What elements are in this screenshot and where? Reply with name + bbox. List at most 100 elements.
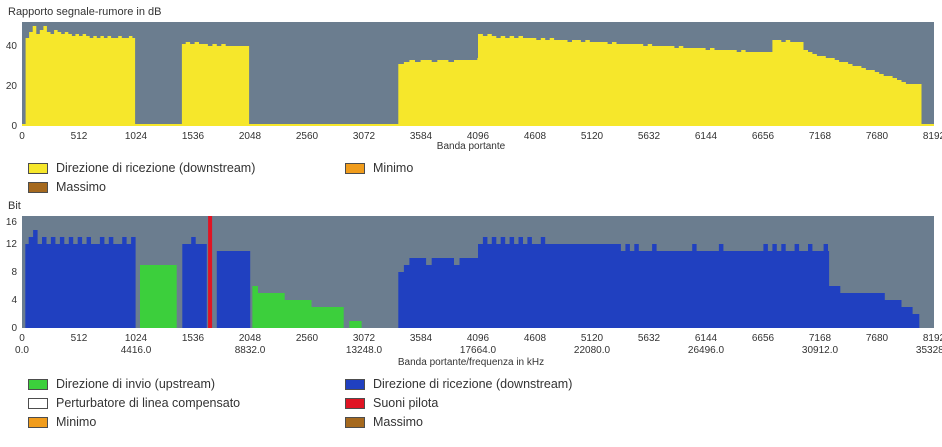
bits-x-axis-label: Banda portante/frequenza in kHz — [397, 357, 545, 368]
y-tick-label: 0 — [11, 323, 17, 334]
legend-label: Direzione di invio (upstream) — [56, 377, 216, 391]
legend-label: Minimo — [373, 161, 414, 175]
legend-swatch — [345, 397, 365, 409]
legend-swatch — [28, 416, 48, 428]
x-tick-label: 1024 — [125, 333, 148, 344]
x-tick-label: 7168 — [809, 333, 832, 344]
legend-item: Massimo — [345, 415, 942, 429]
x-tick-label: 2048 — [239, 333, 262, 344]
snr-x-axis-label: Banda portante — [436, 141, 506, 152]
x-tick-label: 5120 — [581, 131, 604, 142]
x-tick-label: 6144 — [695, 131, 718, 142]
x-tick-frequency-label: 4416.0 — [121, 345, 152, 356]
bits-chart-canvas: 0 4 8 12 16 0 512 1024 1536 2048 2560 3072 3584 4096 4… — [6, 216, 942, 356]
x-tick-frequency-label: 17664.0 — [460, 345, 497, 356]
bits-chart-title: Bit — [8, 200, 21, 212]
x-tick-label: 4608 — [524, 131, 547, 142]
series-area — [349, 321, 362, 328]
legend-label: Minimo — [56, 415, 97, 429]
x-tick-frequency-label: 8832.0 — [235, 345, 266, 356]
legend-label: Massimo — [56, 180, 107, 194]
x-tick-label: 5632 — [638, 333, 661, 344]
bits-chart-section: Bit 0 4 8 12 16 0 512 1024 1536 2048 2560 3072 3584 4… — [0, 200, 942, 429]
x-tick-frequency-label: 35328.0 — [916, 345, 942, 356]
series-area — [182, 237, 207, 328]
x-tick-label: 2560 — [296, 131, 319, 142]
series-area — [398, 237, 920, 328]
snr-legend: Direzione di ricezione (downstream) Minim… — [28, 161, 942, 194]
x-tick-label: 2048 — [239, 131, 262, 142]
x-tick-label: 6656 — [752, 131, 775, 142]
x-tick-frequency-label: 26496.0 — [688, 345, 725, 356]
x-tick-label: 6656 — [752, 333, 775, 344]
snr-chart-canvas: 0 20 40 0 512 1024 1536 2048 2560 3072 3584 4096 460… — [6, 22, 942, 142]
y-tick-label: 4 — [11, 295, 17, 306]
snr-chart-section: Rapporto segnale-rumore in dB 0 20 40 0 512 1… — [0, 6, 942, 194]
legend-swatch — [28, 162, 48, 174]
x-tick-label: 0 — [19, 333, 25, 344]
x-tick-label: 7680 — [866, 131, 889, 142]
y-tick-label: 12 — [6, 239, 18, 250]
x-tick-label: 7168 — [809, 131, 832, 142]
x-tick-label: 7680 — [866, 333, 889, 344]
x-tick-label: 8192 — [923, 131, 942, 142]
pilot-tone-marker — [208, 216, 213, 328]
x-tick-label: 512 — [71, 333, 88, 344]
x-tick-frequency-label: 30912.0 — [802, 345, 839, 356]
x-tick-label: 3584 — [410, 131, 433, 142]
series-area — [181, 42, 250, 126]
legend-item: Direzione di ricezione (downstream) — [28, 161, 345, 175]
legend-swatch — [345, 378, 365, 390]
series-area — [25, 26, 136, 126]
x-tick-label: 0 — [19, 131, 25, 142]
x-tick-label: 4096 — [467, 333, 490, 344]
x-tick-label: 1536 — [182, 131, 205, 142]
x-tick-label: 1024 — [125, 131, 148, 142]
legend-swatch — [345, 162, 365, 174]
y-tick-label: 0 — [11, 121, 17, 132]
y-tick-label: 8 — [11, 267, 17, 278]
x-tick-frequency-label: 0.0 — [15, 345, 29, 356]
legend-swatch — [28, 397, 48, 409]
x-tick-label: 2560 — [296, 333, 319, 344]
series-area — [140, 265, 177, 328]
x-tick-label: 4608 — [524, 333, 547, 344]
y-tick-label: 20 — [6, 81, 18, 92]
x-tick-label: 3072 — [353, 131, 376, 142]
x-tick-label: 3072 — [353, 333, 376, 344]
legend-swatch — [28, 181, 48, 193]
legend-label: Massimo — [373, 415, 424, 429]
legend-item: Direzione di ricezione (downstream) — [345, 377, 942, 391]
series-area — [216, 251, 251, 328]
legend-item: Suoni pilota — [345, 396, 942, 410]
bits-legend: Direzione di invio (upstream) Direzione d… — [28, 377, 942, 429]
x-tick-label: 5120 — [581, 333, 604, 344]
legend-swatch — [28, 378, 48, 390]
x-tick-label: 5632 — [638, 131, 661, 142]
x-tick-frequency-label: 13248.0 — [346, 345, 383, 356]
legend-item: Direzione di invio (upstream) — [28, 377, 345, 391]
x-tick-label: 3584 — [410, 333, 433, 344]
snr-chart-title: Rapporto segnale-rumore in dB — [8, 6, 162, 18]
legend-item: Minimo — [28, 415, 345, 429]
legend-swatch — [345, 416, 365, 428]
series-area — [398, 34, 922, 126]
legend-label: Perturbatore di linea compensato — [56, 396, 241, 410]
legend-item: Minimo — [345, 161, 942, 175]
legend-label: Direzione di ricezione (downstream) — [56, 161, 256, 175]
legend-label: Suoni pilota — [373, 396, 439, 410]
series-area — [252, 286, 344, 328]
x-tick-label: 1536 — [182, 333, 205, 344]
x-tick-label: 512 — [71, 131, 88, 142]
x-tick-frequency-label: 22080.0 — [574, 345, 611, 356]
x-tick-label: 4096 — [467, 131, 490, 142]
y-tick-label: 40 — [6, 41, 18, 52]
dsl-spectrum-page: Rapporto segnale-rumore in dB 0 20 40 0 512 1… — [0, 6, 942, 429]
series-area — [25, 230, 136, 328]
x-tick-label: 6144 — [695, 333, 718, 344]
legend-label: Direzione di ricezione (downstream) — [373, 377, 573, 391]
x-tick-label: 8192 — [923, 333, 942, 344]
legend-item: Massimo — [28, 180, 345, 194]
y-tick-label: 16 — [6, 217, 18, 228]
legend-item: Perturbatore di linea compensato — [28, 396, 345, 410]
